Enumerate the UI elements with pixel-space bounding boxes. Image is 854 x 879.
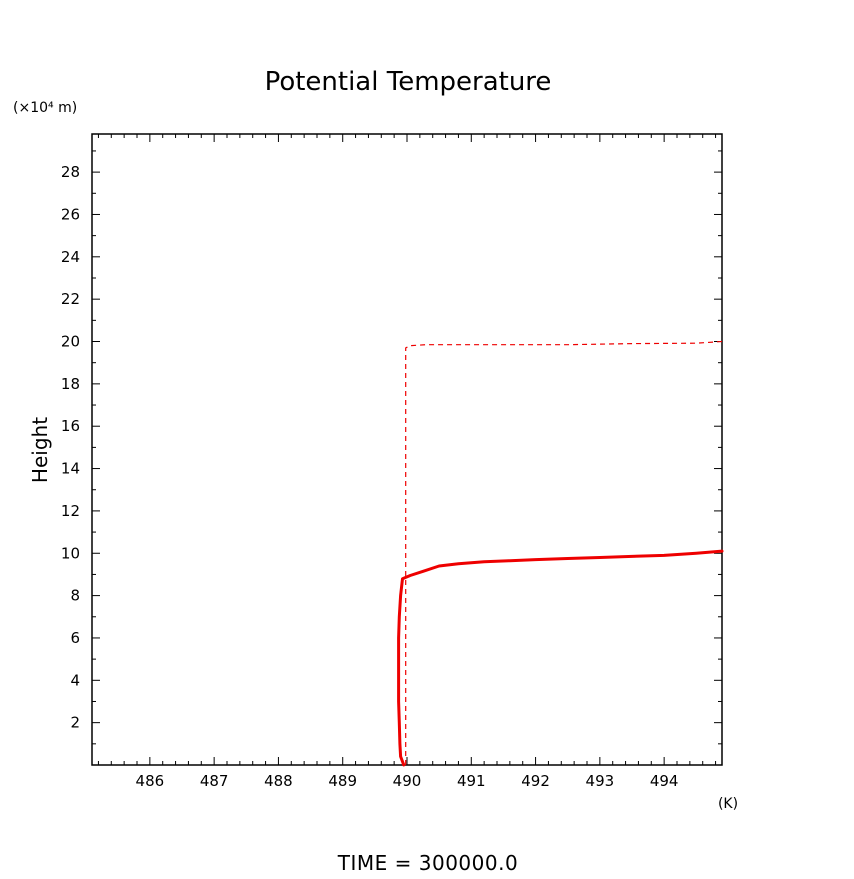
x-tick-label: 486 bbox=[136, 772, 165, 790]
y-tick-label: 6 bbox=[70, 629, 80, 647]
x-tick-label: 494 bbox=[650, 772, 679, 790]
y-tick-label: 28 bbox=[61, 163, 80, 181]
chart-title: Potential Temperature bbox=[265, 67, 552, 97]
y-tick-label: 8 bbox=[70, 587, 80, 605]
plot-area: 486 487 488 489 490 491 492 493 4942468101214161… bbox=[61, 133, 724, 790]
y-unit-label: (×10⁴ m) bbox=[13, 100, 77, 116]
x-unit-label: (K) bbox=[718, 796, 738, 812]
x-tick-label: 492 bbox=[521, 772, 550, 790]
x-tick-label: 490 bbox=[393, 772, 422, 790]
y-tick-label: 16 bbox=[61, 417, 80, 435]
x-tick-label: 487 bbox=[200, 772, 229, 790]
y-tick-label: 10 bbox=[61, 544, 80, 562]
y-tick-label: 4 bbox=[70, 671, 80, 689]
y-tick-label: 12 bbox=[61, 502, 80, 520]
series-line-2-dashed bbox=[405, 340, 723, 765]
y-tick-label: 26 bbox=[61, 205, 80, 223]
y-tick-label: 20 bbox=[61, 333, 80, 351]
x-tick-label: 489 bbox=[328, 772, 357, 790]
x-tick-label: 491 bbox=[457, 772, 486, 790]
x-tick-label: 493 bbox=[586, 772, 615, 790]
y-tick-label: 14 bbox=[61, 460, 80, 478]
series-line-1-solid bbox=[397, 549, 724, 767]
y-tick-label: 2 bbox=[70, 714, 80, 732]
y-tick-label: 18 bbox=[61, 375, 80, 393]
y-axis-label: Height bbox=[28, 417, 52, 483]
time-footer: TIME = 300000.0 bbox=[337, 851, 518, 875]
y-tick-label: 24 bbox=[61, 248, 80, 266]
x-tick-label: 488 bbox=[264, 772, 293, 790]
plot-frame bbox=[91, 133, 723, 766]
y-tick-label: 22 bbox=[61, 290, 80, 308]
